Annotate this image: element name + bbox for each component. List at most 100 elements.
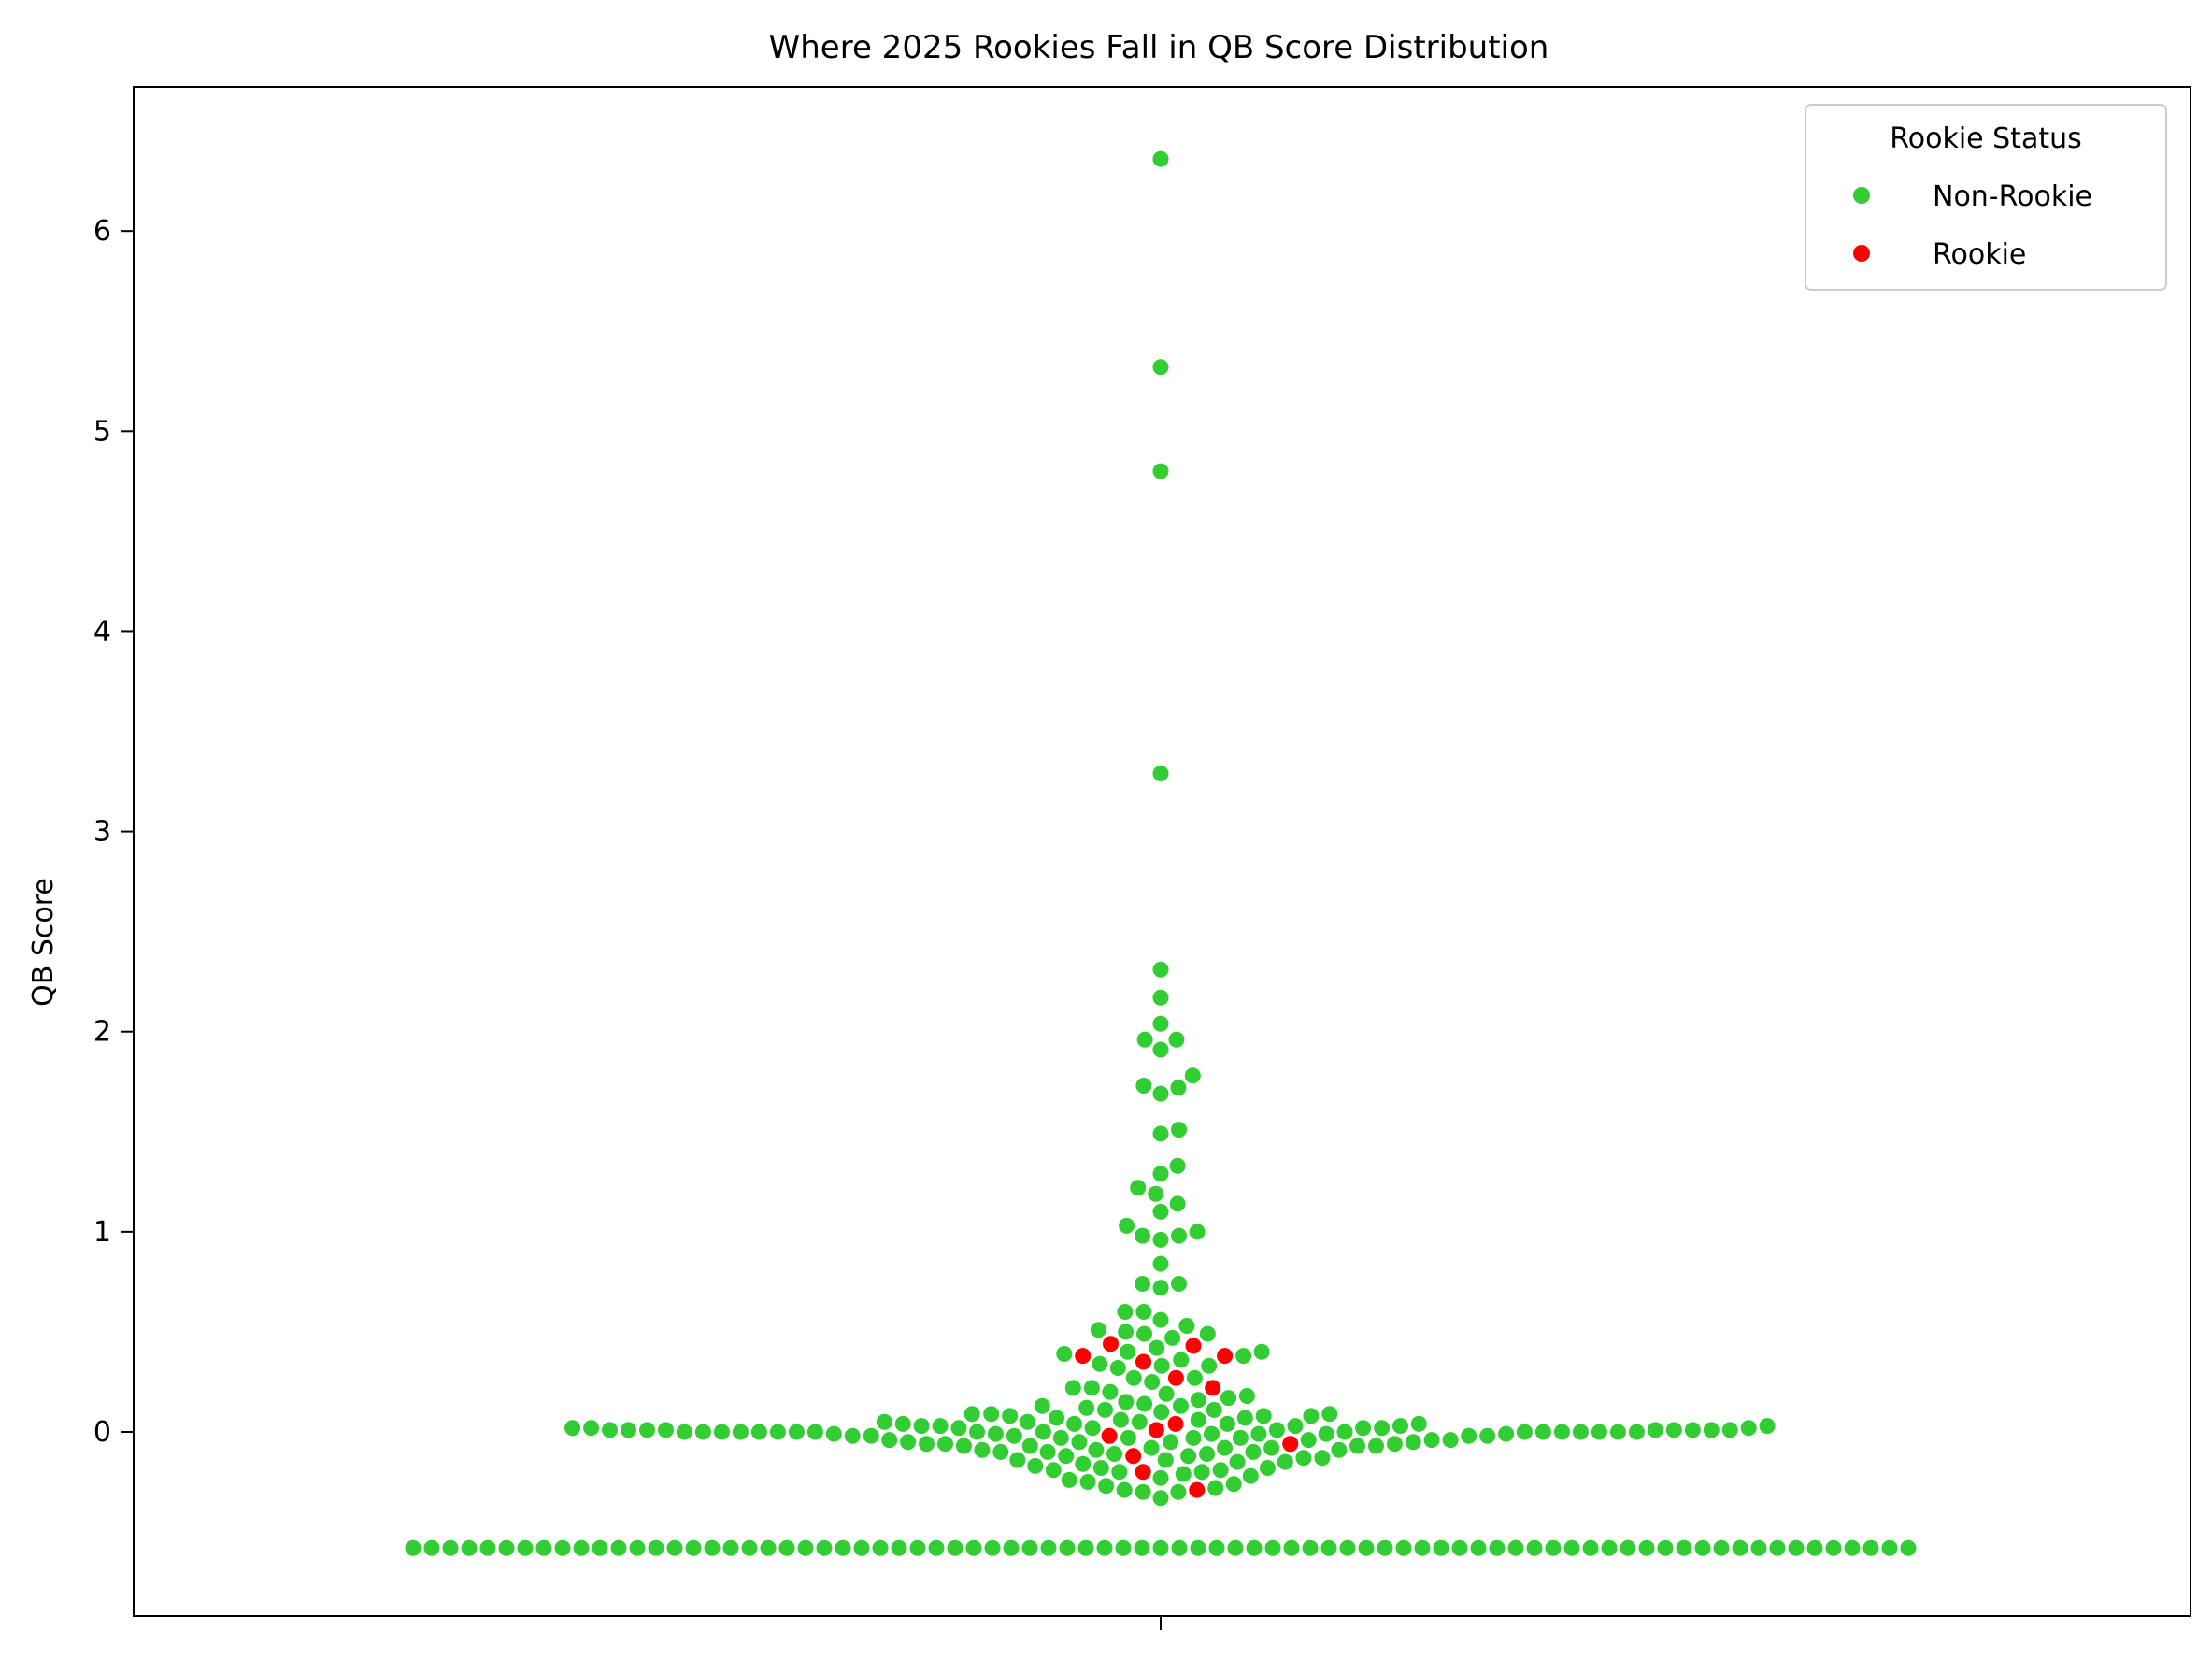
non-rookie-point	[1151, 1014, 1170, 1033]
non-rookie-point	[1627, 1423, 1646, 1441]
non-rookie-point	[1151, 1230, 1170, 1249]
non-rookie-point	[1749, 1538, 1768, 1557]
y-axis-ticks: 0 1 2 3 4 5 6	[93, 215, 134, 1449]
y-tick-label: 0	[93, 1416, 111, 1449]
non-rookie-point	[1220, 1389, 1237, 1408]
non-rookie-point	[553, 1538, 572, 1557]
non-rookie-point	[1151, 765, 1170, 782]
non-rookie-point	[1083, 1419, 1102, 1438]
non-rookie-point	[1619, 1538, 1637, 1557]
non-rookie-point	[1354, 1419, 1373, 1438]
non-rookie-point	[1525, 1538, 1544, 1557]
non-rookie-point	[1731, 1538, 1749, 1557]
non-rookie-point	[946, 1538, 964, 1557]
rookie-point	[1188, 1481, 1206, 1499]
non-rookie-point	[806, 1423, 824, 1441]
non-rookie-point	[1432, 1538, 1450, 1557]
non-rookie-point	[1544, 1538, 1563, 1557]
non-rookie-point	[731, 1423, 749, 1441]
legend-box	[1805, 104, 2167, 291]
non-rookie-point	[1183, 1066, 1202, 1085]
non-rookie-point	[918, 1435, 935, 1453]
non-rookie-point	[1317, 1424, 1335, 1443]
non-rookie-point	[1172, 1351, 1191, 1369]
non-rookie-point	[665, 1538, 684, 1557]
non-rookie-point	[1702, 1421, 1720, 1439]
non-rookie-point	[1241, 1467, 1260, 1485]
non-rookie-point	[1170, 1226, 1188, 1245]
non-rookie-point	[927, 1538, 946, 1557]
non-rookie-point	[703, 1538, 721, 1557]
non-rookie-point	[1422, 1431, 1441, 1450]
non-rookie-point	[787, 1423, 806, 1441]
non-rookie-point	[1117, 1393, 1135, 1411]
non-rookie-point	[1111, 1410, 1130, 1429]
non-rookie-point	[1091, 1354, 1109, 1373]
non-rookie-point	[1110, 1463, 1129, 1481]
non-rookie-point	[1019, 1412, 1036, 1431]
non-rookie-point	[591, 1538, 609, 1557]
non-rookie-point	[1135, 1395, 1154, 1413]
non-rookie-point	[871, 1538, 890, 1557]
non-rookie-point	[1157, 1384, 1176, 1403]
non-rookie-point	[1254, 1407, 1273, 1425]
non-rookie-point	[968, 1423, 986, 1441]
non-rookie-point	[1294, 1449, 1313, 1467]
non-rookie-point	[796, 1538, 815, 1557]
non-rookie-point	[1189, 1410, 1207, 1429]
non-rookie-point	[1478, 1426, 1497, 1445]
non-rookie-point	[890, 1538, 908, 1557]
non-rookie-point	[964, 1538, 983, 1557]
non-rookie-point	[1441, 1431, 1460, 1450]
non-rookie-point	[1409, 1414, 1428, 1433]
non-rookie-point	[1302, 1407, 1320, 1425]
non-rookie-point	[1096, 1400, 1114, 1419]
non-rookie-point	[1391, 1417, 1409, 1436]
non-rookie-point	[834, 1538, 852, 1557]
non-rookie-point	[1169, 1482, 1188, 1501]
non-rookie-point	[1216, 1438, 1234, 1457]
non-rookie-point	[1299, 1431, 1318, 1450]
non-rookie-point	[1151, 1254, 1170, 1273]
non-rookie-point	[1675, 1538, 1693, 1557]
non-rookie-point	[1320, 1405, 1339, 1424]
non-rookie-point	[1338, 1538, 1357, 1557]
non-rookie-point	[609, 1538, 628, 1557]
non-rookie-point	[1301, 1538, 1320, 1557]
non-rookie-point	[1367, 1437, 1385, 1455]
non-rookie-point	[1880, 1538, 1899, 1557]
non-rookie-point	[1404, 1433, 1422, 1452]
non-rookie-point	[1118, 1216, 1136, 1235]
non-rookie-point	[721, 1538, 740, 1557]
non-rookie-point	[620, 1421, 637, 1439]
non-rookie-point	[1413, 1538, 1432, 1557]
non-rookie-point	[693, 1423, 712, 1441]
non-rookie-point	[1211, 1461, 1230, 1480]
non-rookie-point	[1231, 1428, 1249, 1447]
non-rookie-point	[1171, 1396, 1190, 1415]
non-rookie-point	[1142, 1438, 1161, 1457]
non-rookie-point	[638, 1421, 656, 1439]
non-rookie-point	[1170, 1121, 1188, 1139]
non-rookie-point	[1693, 1538, 1712, 1557]
non-rookie-point	[1263, 1438, 1281, 1457]
non-rookie-point	[1224, 1475, 1243, 1494]
non-rookie-point	[1286, 1417, 1305, 1436]
non-rookie-point	[1664, 1421, 1683, 1439]
non-rookie-point	[1862, 1538, 1880, 1557]
non-rookie-point	[1087, 1440, 1106, 1459]
non-rookie-point	[759, 1538, 778, 1557]
non-rookie-point	[1097, 1477, 1116, 1495]
non-rookie-point	[1151, 150, 1170, 168]
non-rookie-point	[1506, 1538, 1525, 1557]
non-rookie-point	[1376, 1538, 1394, 1557]
non-rookie-point	[1020, 1538, 1039, 1557]
non-rookie-point	[1563, 1538, 1581, 1557]
non-rookie-point	[1151, 988, 1170, 1007]
non-rookie-point	[1115, 1481, 1134, 1499]
non-rookie-point	[1590, 1423, 1608, 1441]
non-rookie-point	[1026, 1456, 1045, 1475]
non-rookie-point	[740, 1538, 759, 1557]
non-rookie-point	[1198, 1445, 1216, 1463]
non-rookie-point	[1163, 1328, 1182, 1347]
